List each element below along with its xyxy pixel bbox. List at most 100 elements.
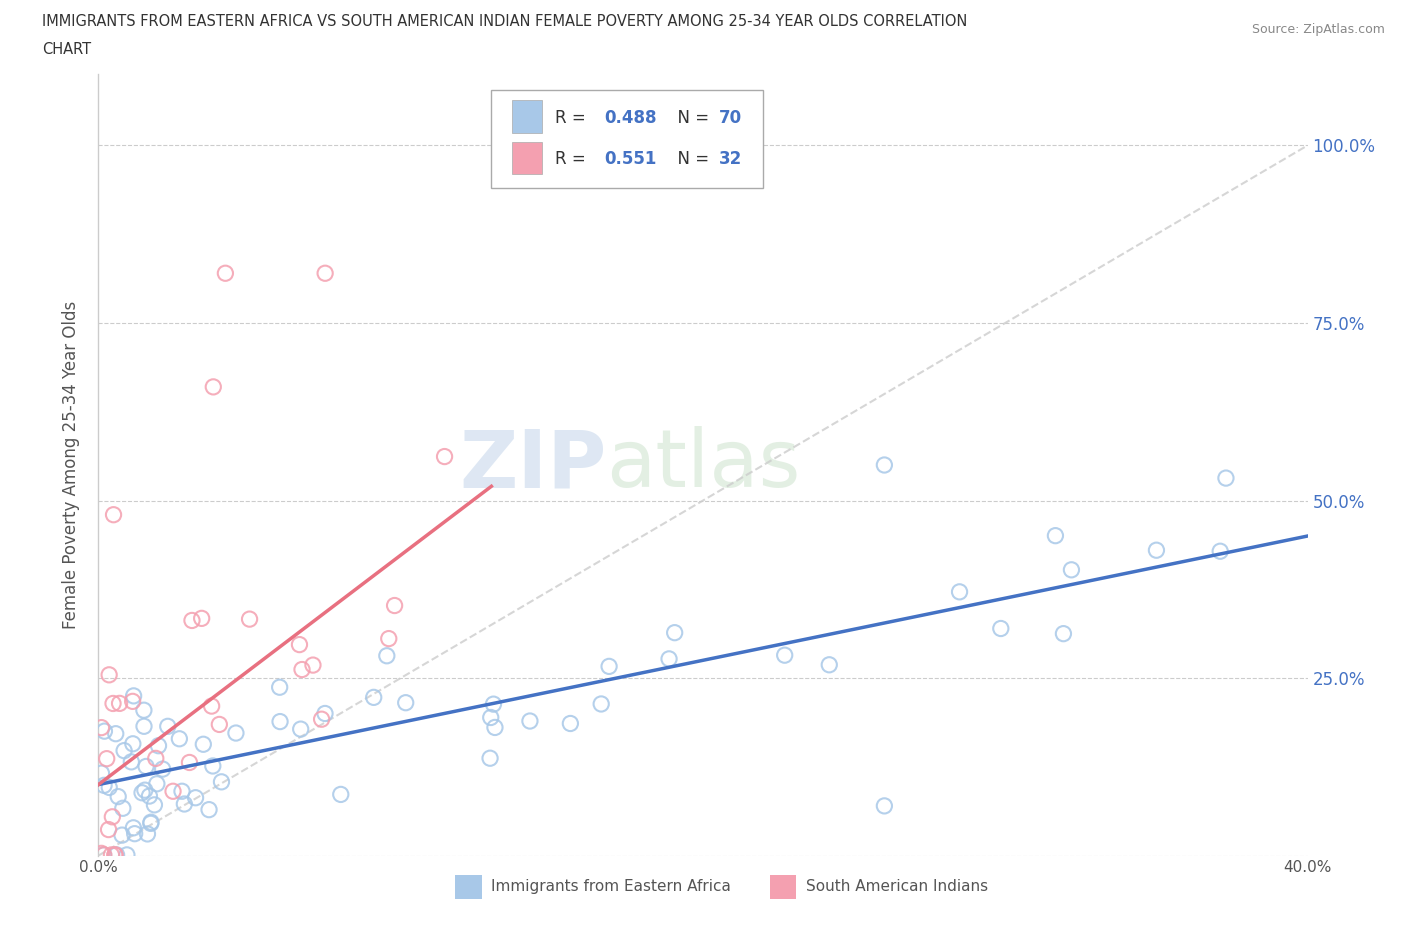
Point bbox=[120, 754, 142, 769]
Point bbox=[211, 775, 233, 790]
Point bbox=[98, 668, 121, 683]
Point bbox=[990, 621, 1012, 636]
Point bbox=[170, 784, 193, 799]
Point bbox=[1144, 543, 1167, 558]
Point bbox=[121, 694, 143, 709]
Point bbox=[96, 751, 118, 766]
Point bbox=[122, 820, 145, 835]
Point bbox=[98, 780, 121, 795]
Point bbox=[132, 719, 155, 734]
Text: South American Indians: South American Indians bbox=[806, 880, 988, 895]
Point bbox=[664, 625, 686, 640]
Point bbox=[1215, 471, 1237, 485]
FancyBboxPatch shape bbox=[492, 90, 763, 188]
Point bbox=[132, 703, 155, 718]
Text: Source: ZipAtlas.com: Source: ZipAtlas.com bbox=[1251, 23, 1385, 36]
Point bbox=[139, 816, 162, 830]
Point bbox=[122, 688, 145, 703]
Point bbox=[479, 751, 502, 765]
Point bbox=[135, 759, 157, 774]
Point bbox=[90, 720, 112, 735]
Point bbox=[104, 847, 127, 862]
Point bbox=[90, 846, 112, 861]
Point bbox=[433, 449, 456, 464]
Point bbox=[173, 797, 195, 812]
Point bbox=[181, 613, 204, 628]
Point bbox=[329, 787, 352, 802]
Point bbox=[138, 789, 160, 804]
Point bbox=[302, 658, 325, 672]
Text: CHART: CHART bbox=[42, 42, 91, 57]
Point bbox=[773, 648, 796, 663]
Text: ZIP: ZIP bbox=[458, 426, 606, 504]
Y-axis label: Female Poverty Among 25-34 Year Olds: Female Poverty Among 25-34 Year Olds bbox=[62, 301, 80, 629]
Point bbox=[93, 847, 115, 862]
Text: 70: 70 bbox=[718, 109, 742, 126]
Point bbox=[121, 737, 143, 751]
Point bbox=[111, 801, 134, 816]
Point bbox=[115, 847, 138, 862]
Point bbox=[90, 765, 112, 780]
Point bbox=[105, 847, 128, 862]
Point bbox=[104, 726, 127, 741]
FancyBboxPatch shape bbox=[456, 875, 482, 898]
Text: 32: 32 bbox=[718, 150, 742, 167]
Point bbox=[1209, 544, 1232, 559]
Point bbox=[93, 777, 115, 792]
Point bbox=[184, 790, 207, 805]
Point bbox=[100, 847, 122, 862]
Point bbox=[375, 648, 398, 663]
Point bbox=[291, 662, 314, 677]
Point bbox=[239, 612, 262, 627]
Text: 0.488: 0.488 bbox=[603, 109, 657, 126]
Point bbox=[202, 379, 225, 394]
Point bbox=[201, 698, 224, 713]
Text: N =: N = bbox=[666, 109, 714, 126]
Point bbox=[314, 266, 336, 281]
Point bbox=[139, 815, 162, 830]
Point bbox=[225, 725, 247, 740]
Text: R =: R = bbox=[555, 109, 592, 126]
Point bbox=[1052, 626, 1074, 641]
Text: atlas: atlas bbox=[606, 426, 800, 504]
Text: IMMIGRANTS FROM EASTERN AFRICA VS SOUTH AMERICAN INDIAN FEMALE POVERTY AMONG 25-: IMMIGRANTS FROM EASTERN AFRICA VS SOUTH … bbox=[42, 14, 967, 29]
Point bbox=[560, 716, 582, 731]
Point bbox=[101, 809, 124, 824]
Point bbox=[269, 714, 291, 729]
Point bbox=[658, 651, 681, 666]
Point bbox=[948, 584, 970, 599]
Point bbox=[103, 507, 125, 522]
Point bbox=[143, 797, 166, 812]
Text: Immigrants from Eastern Africa: Immigrants from Eastern Africa bbox=[492, 880, 731, 895]
Point bbox=[162, 784, 184, 799]
Point bbox=[214, 266, 236, 281]
Point bbox=[93, 724, 115, 738]
Point bbox=[269, 680, 291, 695]
Point bbox=[482, 697, 505, 711]
Point bbox=[314, 706, 336, 721]
Point bbox=[198, 803, 221, 817]
Point bbox=[479, 710, 502, 724]
Point bbox=[134, 783, 156, 798]
Point bbox=[179, 755, 201, 770]
Point bbox=[169, 731, 191, 746]
Point bbox=[193, 737, 215, 751]
Point bbox=[97, 822, 120, 837]
Point bbox=[93, 847, 115, 862]
Point bbox=[818, 658, 841, 672]
Point bbox=[156, 719, 179, 734]
Point bbox=[152, 762, 174, 777]
Point bbox=[190, 611, 212, 626]
Point bbox=[873, 799, 896, 814]
Point bbox=[290, 722, 312, 737]
Point bbox=[107, 790, 129, 804]
Point bbox=[384, 598, 406, 613]
Point bbox=[395, 696, 418, 711]
FancyBboxPatch shape bbox=[769, 875, 796, 898]
Point bbox=[145, 751, 167, 765]
Point bbox=[108, 696, 131, 711]
Point bbox=[112, 743, 135, 758]
Text: N =: N = bbox=[666, 150, 714, 167]
FancyBboxPatch shape bbox=[512, 141, 543, 175]
Point bbox=[591, 697, 613, 711]
